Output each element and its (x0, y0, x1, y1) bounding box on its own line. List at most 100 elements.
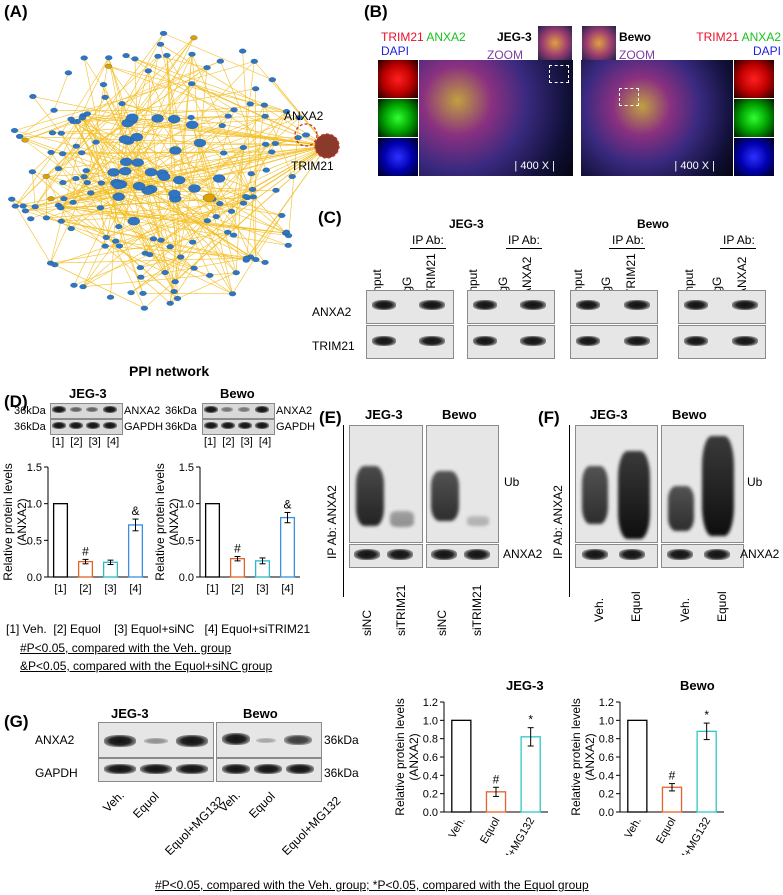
g-lane-4: Veh. (216, 788, 243, 815)
f-ylabel: IP Ab: ANXA2 (551, 485, 565, 559)
c-cell-right: Bewo (637, 217, 670, 231)
f-lane-1: Veh. (592, 597, 606, 622)
ppi-node (159, 30, 168, 36)
g-kda2: 36kDa (324, 766, 359, 780)
b-left-mag: | 400 X | (514, 160, 555, 172)
ppi-node (72, 176, 80, 181)
ppi-node (132, 182, 146, 191)
ppi-node (171, 279, 179, 285)
b-left-legend: TRIM21 ANXA2 DAPI (381, 30, 466, 58)
ppi-node (216, 58, 225, 64)
ppi-node (268, 149, 276, 155)
ppi-node (48, 130, 57, 136)
y-tick-label: 1.2 (599, 697, 614, 709)
g-chart-left: 0.0 0.2 0.4 0.6 0.8 1.0 1.2 Relative protein le… (393, 697, 548, 855)
ppi-node (144, 168, 158, 177)
ppi-node (261, 113, 269, 119)
y-tick-label: 0.0 (599, 807, 614, 819)
c-ipab-3: IP Ab: (612, 233, 644, 247)
ppi-node (27, 216, 35, 222)
panel-label-f: (F) (538, 408, 560, 427)
ppi-node (51, 262, 59, 268)
c-row-trim21: TRIM21 (312, 339, 355, 353)
ppi-node (64, 70, 73, 76)
ppi-node (239, 145, 248, 150)
ppi-node (80, 55, 88, 61)
g-footnote: #P<0.05, compared with the Veh. group; *… (155, 878, 589, 892)
b-left-merge-image: | 400 X | (419, 60, 573, 176)
anxa2-node (302, 132, 310, 138)
b-left-blue-channel (378, 138, 418, 176)
ppi-node (239, 48, 247, 54)
ppi-node (82, 168, 90, 174)
ppi-node (127, 290, 135, 296)
e-lane-4: siTRIM21 (470, 584, 484, 636)
ppi-node (268, 77, 276, 83)
d-lane-2-left: [2] (70, 436, 83, 448)
ppi-node (78, 150, 86, 156)
f-lane-4: Equol (715, 591, 729, 622)
ppi-node (151, 114, 164, 123)
ppi-node (232, 270, 240, 276)
c-ipab-2: IP Ab: (508, 233, 540, 247)
ppi-node (188, 51, 196, 57)
b-right-cell: Bewo (619, 30, 652, 44)
significance-mark: * (704, 708, 709, 722)
ppi-node (185, 120, 199, 129)
d-lane-3-left: [3] (88, 436, 101, 448)
ppi-node (224, 113, 232, 119)
ppi-node (15, 133, 24, 139)
y-tick-label: 0.6 (423, 752, 438, 764)
e-lane-1: siNC (360, 610, 374, 636)
ppi-node (203, 65, 211, 71)
y-axis-label-unit: (ANXA2) (15, 498, 29, 545)
ppi-node (31, 204, 39, 210)
ppi-node (189, 239, 197, 245)
anxa2-highlight-ring (294, 123, 318, 147)
f-lane-3: Veh. (678, 597, 692, 622)
ppi-node (202, 193, 216, 202)
ppi-node (157, 172, 171, 181)
bar (696, 730, 717, 813)
ppi-node (284, 242, 292, 248)
ppi-node (248, 186, 257, 192)
ppi-node (21, 208, 30, 214)
x-tick-label: [3] (256, 583, 268, 595)
d-lane-1-right: [1] (204, 436, 217, 448)
b-left-green-channel (378, 99, 418, 137)
ppi-node (107, 168, 120, 177)
d-lanes-left: [1] [2] [3] [4] (52, 436, 119, 448)
y-tick-label: 1.0 (599, 715, 614, 727)
ppi-node (67, 226, 75, 232)
ppi-node (228, 291, 237, 297)
ppi-node (229, 232, 238, 238)
f-blot-ub-left (575, 425, 658, 543)
ppi-node (156, 41, 165, 47)
ppi-node (261, 259, 269, 265)
e-cell-right: Bewo (442, 407, 477, 422)
ppi-node (112, 238, 120, 244)
b-left-dapi: DAPI (381, 44, 410, 58)
ppi-node (99, 82, 108, 88)
e-anxa2: ANXA2 (503, 547, 543, 561)
y-tick-label: 1.5 (179, 462, 194, 474)
ppi-network-title: PPI network (129, 363, 210, 379)
b-right-zoom: ZOOM (619, 48, 655, 62)
d-lane-3-right: [3] (240, 436, 253, 448)
y-tick-label: 0.5 (179, 535, 194, 547)
ppi-node (206, 272, 214, 278)
ppi-node (10, 128, 19, 133)
y-tick-label: 0.0 (423, 807, 438, 819)
d-chart-left: 0.0 0.5 1.0 1.5 Relative protein levels (ANXA… (1, 462, 148, 595)
ppi-node (188, 184, 201, 193)
panel-label-b: (B) (364, 2, 388, 21)
ppi-node (97, 180, 106, 186)
y-axis-label-unit: (ANXA2) (583, 733, 597, 780)
x-tick-label: [2] (231, 583, 243, 595)
panel-label-c: (C) (318, 208, 342, 227)
ppi-node (139, 290, 147, 296)
ppi-node (272, 187, 280, 193)
b-right-green-channel (734, 99, 774, 137)
b-left-zoom-inset (538, 26, 572, 60)
ppi-node (247, 171, 255, 177)
